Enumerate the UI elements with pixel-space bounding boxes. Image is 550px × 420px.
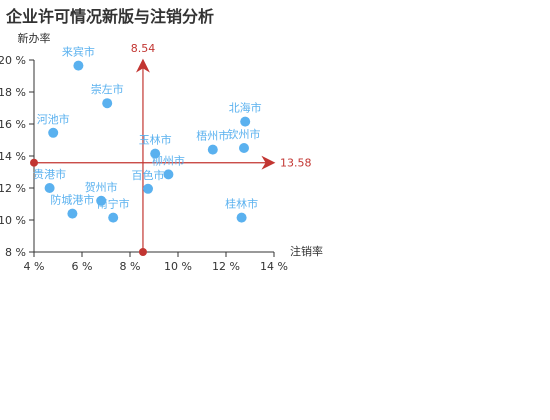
y-tick-label: 12 % bbox=[0, 182, 26, 195]
data-point-label: 防城港市 bbox=[50, 193, 94, 207]
data-point-label: 梧州市 bbox=[196, 129, 229, 143]
x-tick-label: 4 % bbox=[24, 260, 45, 273]
ref-label-vertical: 8.54 bbox=[131, 42, 156, 55]
data-point[interactable] bbox=[240, 116, 251, 127]
y-tick-label: 18 % bbox=[0, 86, 26, 99]
ref-line-vertical-start bbox=[138, 248, 147, 256]
data-point-label: 百色市 bbox=[132, 168, 165, 182]
x-tick-label: 14 % bbox=[260, 260, 288, 273]
data-point-label: 柳州市 bbox=[152, 153, 185, 167]
y-tick-label: 20 % bbox=[0, 54, 26, 67]
data-point-label: 贵港市 bbox=[33, 167, 66, 181]
data-point[interactable] bbox=[67, 208, 78, 219]
x-axis-name: 注销率 bbox=[290, 244, 323, 258]
chart-title: 企业许可情况新版与注销分析 bbox=[6, 7, 215, 26]
data-points bbox=[44, 60, 251, 223]
x-tick-label: 10 % bbox=[164, 260, 192, 273]
data-point-label: 贺州市 bbox=[85, 180, 118, 194]
data-point[interactable] bbox=[48, 127, 59, 138]
x-tick-label: 6 % bbox=[72, 260, 93, 273]
ref-label-horizontal: 13.58 bbox=[280, 157, 312, 170]
data-point[interactable] bbox=[163, 169, 174, 180]
data-point-label: 玉林市 bbox=[139, 133, 172, 147]
axes: 4 % 6 % 8 % 10 % 12 % 14 % 8 % 10 % 12 % 14 % 16 %… bbox=[0, 31, 323, 273]
data-point-label: 河池市 bbox=[37, 112, 70, 126]
data-point-label: 崇左市 bbox=[91, 82, 124, 96]
x-tick-label: 12 % bbox=[212, 260, 240, 273]
data-point[interactable] bbox=[143, 183, 153, 194]
data-point-label: 来宾市 bbox=[62, 45, 95, 59]
data-point[interactable] bbox=[102, 98, 113, 109]
y-tick-label: 8 % bbox=[5, 246, 26, 259]
ref-line-horizontal-start bbox=[30, 158, 38, 167]
data-point[interactable] bbox=[96, 195, 107, 206]
x-tick-label: 8 % bbox=[120, 260, 141, 273]
data-point[interactable] bbox=[44, 183, 55, 193]
y-axis-name: 新办率 bbox=[18, 31, 51, 45]
data-point-label: 南宁市 bbox=[97, 197, 130, 211]
y-tick-label: 16 % bbox=[0, 118, 26, 131]
data-point[interactable] bbox=[73, 60, 84, 71]
data-point[interactable] bbox=[236, 212, 247, 223]
data-point[interactable] bbox=[239, 143, 249, 153]
data-point-label: 北海市 bbox=[229, 101, 262, 115]
data-point[interactable] bbox=[207, 144, 218, 155]
y-tick-label: 14 % bbox=[0, 150, 26, 163]
reference-lines: 8.54 13.58 bbox=[30, 42, 312, 256]
data-point[interactable] bbox=[108, 212, 119, 223]
y-tick-label: 10 % bbox=[0, 214, 26, 227]
data-point-label: 钦州市 bbox=[228, 127, 261, 141]
data-point-label: 桂林市 bbox=[225, 197, 258, 211]
data-point[interactable] bbox=[150, 148, 161, 159]
